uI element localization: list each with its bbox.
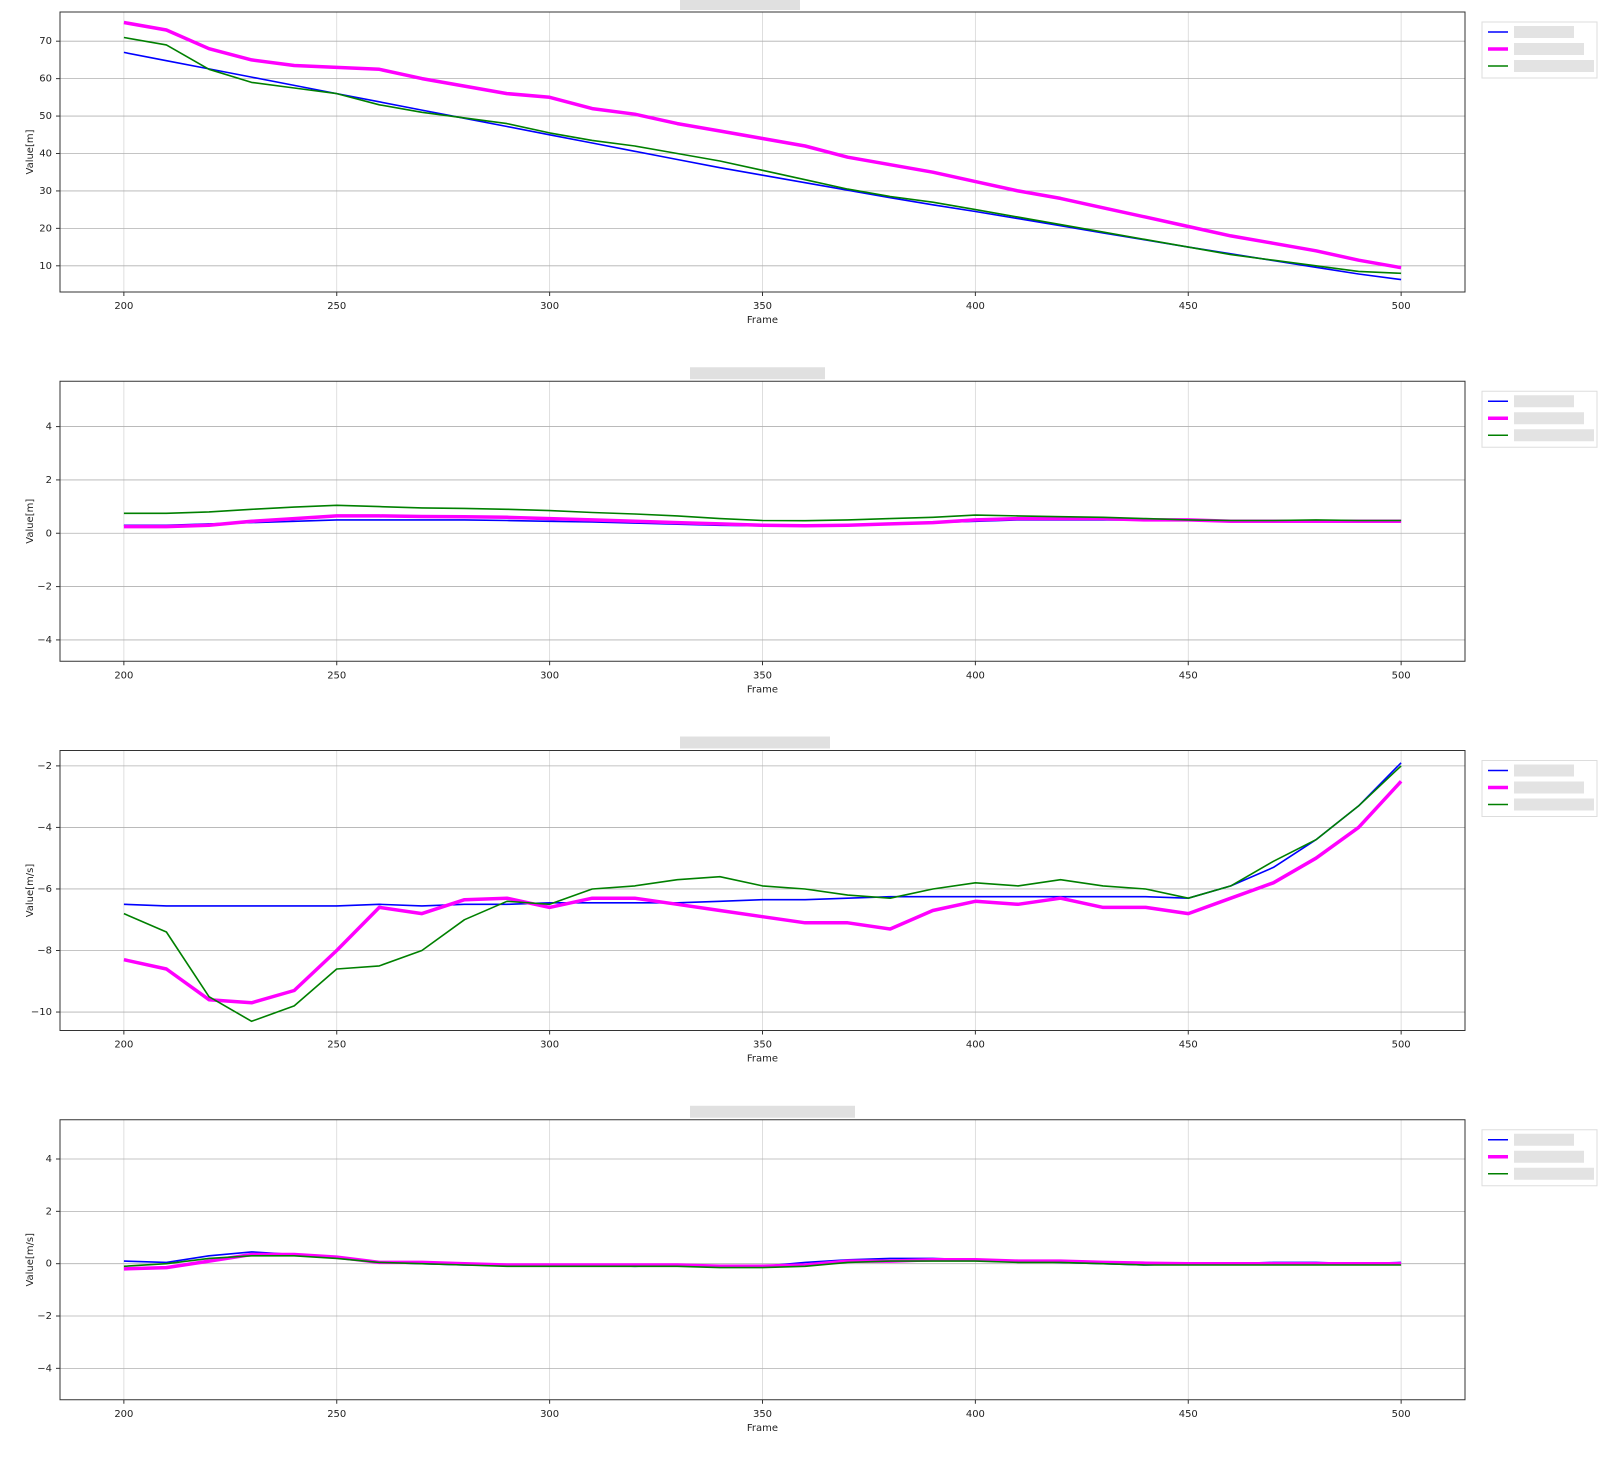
x-tick-label: 400 (966, 1040, 985, 1051)
series-line (123, 20, 1402, 270)
x-axis-label: Frame (747, 1423, 778, 1434)
y-tick-label: −10 (31, 1007, 52, 1018)
y-axis-label: Value[m/s] (25, 864, 36, 918)
blurred-legend-label (1514, 798, 1594, 811)
y-tick-label: 2 (46, 1206, 52, 1217)
series-line (123, 504, 1402, 522)
y-tick-label: −2 (37, 582, 52, 593)
blurred-legend-label (1514, 1133, 1574, 1146)
y-tick-label: 0 (46, 1259, 52, 1270)
series-line (123, 1252, 1402, 1271)
y-axis-label: Value[m/s] (25, 1233, 36, 1287)
x-axis-label: Frame (747, 1054, 778, 1065)
x-axis-label: Frame (747, 315, 778, 326)
x-tick-label: 250 (327, 1040, 346, 1051)
panel: 200 250 300 350 400 450 500 −10 −8 −6 −4 −2 Frame Val… (25, 736, 1598, 1065)
blurred-legend-label (1514, 60, 1594, 72)
y-axis-label: Value[m] (25, 499, 36, 544)
y-tick-label: −8 (37, 946, 52, 957)
x-tick-label: 350 (753, 1040, 772, 1051)
x-tick-label: 300 (540, 1409, 559, 1420)
y-tick-label: −4 (37, 822, 52, 833)
y-tick-label: 4 (46, 422, 52, 433)
y-tick-label: −2 (37, 761, 52, 772)
x-tick-label: 500 (1392, 1409, 1411, 1420)
x-tick-label: 350 (753, 301, 772, 312)
y-tick-label: −2 (37, 1311, 52, 1322)
blurred-legend-label (1514, 429, 1594, 442)
x-tick-label: 450 (1179, 1409, 1198, 1420)
x-tick-label: 250 (327, 1409, 346, 1420)
x-tick-label: 450 (1179, 301, 1198, 312)
x-tick-label: 200 (114, 301, 133, 312)
blurred-legend-label (1514, 764, 1574, 777)
y-tick-label: 4 (46, 1154, 52, 1165)
y-tick-label: 50 (39, 111, 52, 122)
x-tick-label: 350 (753, 670, 772, 681)
x-tick-label: 400 (966, 670, 985, 681)
plot-frame (59, 750, 1466, 1031)
x-axis-label: Frame (747, 684, 778, 695)
y-tick-label: 60 (39, 74, 52, 85)
x-tick-label: 400 (966, 301, 985, 312)
x-tick-label: 200 (114, 1040, 133, 1051)
y-tick-label: −4 (37, 635, 52, 646)
y-tick-label: 0 (46, 528, 52, 539)
x-tick-label: 350 (753, 1409, 772, 1420)
x-tick-label: 300 (540, 1040, 559, 1051)
y-tick-label: 30 (39, 186, 52, 197)
series-line (123, 1255, 1402, 1269)
blurred-title (680, 736, 830, 749)
panel: 200 250 300 350 400 450 500 10 20 30 40 50 60 70 Frame… (25, 0, 1598, 326)
y-tick-label: −6 (37, 884, 52, 895)
x-tick-label: 200 (114, 1409, 133, 1420)
y-axis-label: Value[m] (25, 129, 36, 174)
y-tick-label: 40 (39, 148, 52, 159)
blurred-title (690, 1105, 855, 1118)
plot-frame (59, 380, 1466, 662)
blurred-legend-label (1514, 412, 1584, 425)
blurred-legend-label (1514, 781, 1584, 794)
plot-frame (59, 1119, 1466, 1401)
x-tick-label: 500 (1392, 670, 1411, 681)
panel: 200 250 300 350 400 450 500 −4 −2 0 2 4 Frame Value[m… (25, 1105, 1598, 1434)
y-tick-label: 20 (39, 223, 52, 234)
blurred-title (690, 367, 825, 380)
x-tick-label: 450 (1179, 1040, 1198, 1051)
y-tick-label: −4 (37, 1363, 52, 1374)
blurred-legend-label (1514, 26, 1574, 38)
series-line (123, 765, 1402, 1023)
panel: 200 250 300 350 400 450 500 −4 −2 0 2 4 Frame Value[m… (25, 367, 1598, 695)
x-tick-label: 450 (1179, 670, 1198, 681)
x-tick-label: 500 (1392, 1040, 1411, 1051)
blurred-legend-label (1514, 395, 1574, 408)
x-tick-label: 250 (327, 670, 346, 681)
x-tick-label: 250 (327, 301, 346, 312)
x-tick-label: 400 (966, 1409, 985, 1420)
series-line (123, 780, 1403, 1005)
blurred-legend-label (1514, 1150, 1584, 1163)
x-tick-label: 300 (540, 670, 559, 681)
x-tick-label: 500 (1392, 301, 1411, 312)
blurred-title (680, 0, 800, 10)
y-tick-label: 10 (39, 261, 52, 272)
blurred-legend-label (1514, 43, 1584, 55)
y-tick-label: 70 (39, 36, 52, 47)
y-tick-label: 2 (46, 475, 52, 486)
series-line (123, 36, 1402, 275)
x-tick-label: 300 (540, 301, 559, 312)
blurred-legend-label (1514, 1167, 1594, 1180)
plot-frame (59, 11, 1466, 293)
x-tick-label: 200 (114, 670, 133, 681)
